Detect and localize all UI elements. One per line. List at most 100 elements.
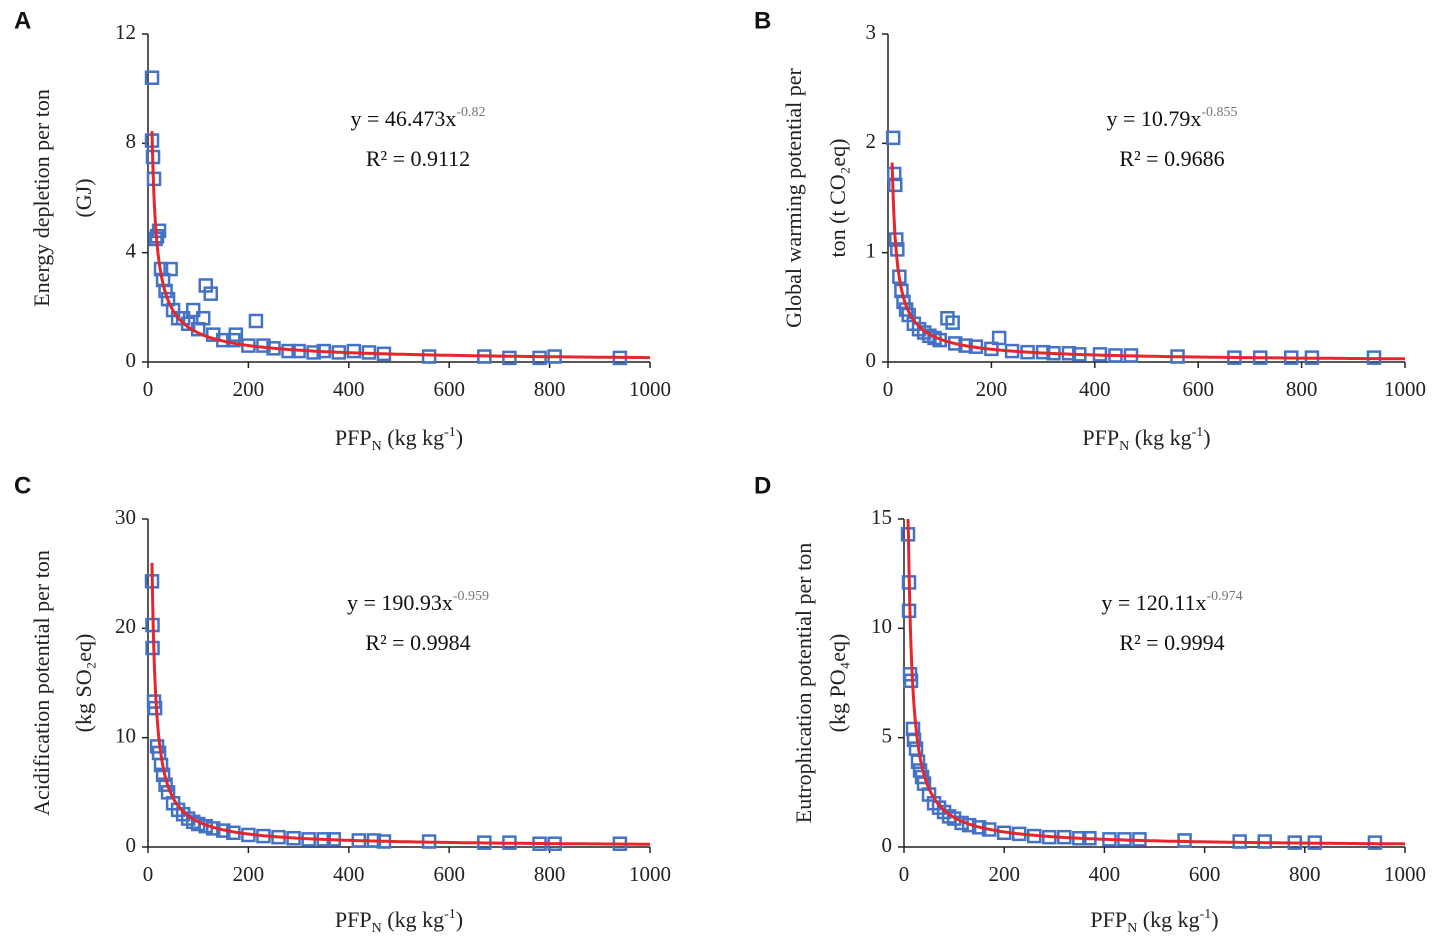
fit-equation: y = 46.473x-0.82 bbox=[350, 105, 485, 131]
y-axis-title-line: (kg SO₂eq) bbox=[71, 634, 96, 733]
fit-equation-prefix: y = 46.473x bbox=[350, 106, 456, 131]
chart-panel-b: B 0 1 2 3 0 200 400 600 800 1000 y = 10.79x-0.855 R²… bbox=[754, 7, 1426, 454]
chart-panel-c: C 0 10 20 30 0 200 400 600 800 1000 y = 190.93x-0.9… bbox=[14, 472, 671, 936]
y-axis-title-line: (GJ) bbox=[71, 178, 96, 217]
x-tick-label: 0 bbox=[899, 862, 910, 886]
y-axis-title-line: Energy depletion per ton bbox=[29, 89, 54, 307]
fit-curve bbox=[150, 131, 650, 360]
x-tick-label: 800 bbox=[534, 377, 566, 401]
x-axis-title-rest: (kg kg bbox=[382, 425, 444, 450]
x-tick-label: 600 bbox=[433, 377, 465, 401]
panel-letter: D bbox=[754, 472, 771, 499]
y-tick-label: 3 bbox=[866, 20, 877, 44]
x-axis-title-sup: -1 bbox=[1192, 425, 1204, 440]
panel-letter: C bbox=[14, 472, 31, 499]
data-point bbox=[144, 70, 160, 85]
x-axis-title-sub: N bbox=[1127, 921, 1137, 936]
y-tick-label: 0 bbox=[866, 348, 877, 372]
x-tick-label: 0 bbox=[143, 862, 154, 886]
data-point bbox=[421, 349, 437, 364]
x-axis-title-end: ) bbox=[456, 425, 463, 450]
x-tick-label: 1000 bbox=[629, 862, 671, 886]
x-tick-label: 400 bbox=[1089, 862, 1121, 886]
y-tick-label: 12 bbox=[115, 20, 136, 44]
y-tick-label: 0 bbox=[126, 348, 137, 372]
x-axis-title: PFPN (kg kg-1) bbox=[335, 425, 463, 454]
y-tick-label: 30 bbox=[115, 505, 136, 529]
x-tick-label: 200 bbox=[988, 862, 1020, 886]
x-axis-title-main: PFP bbox=[1090, 907, 1127, 932]
x-axis-title-sup: -1 bbox=[444, 425, 456, 440]
data-point bbox=[163, 261, 178, 277]
x-tick-label: 600 bbox=[1189, 862, 1221, 886]
y-tick-label: 10 bbox=[871, 614, 892, 638]
fit-equation-exponent: -0.974 bbox=[1206, 589, 1242, 604]
data-point bbox=[203, 286, 218, 301]
y-tick-label: 4 bbox=[126, 238, 137, 262]
r-squared: R² = 0.9112 bbox=[366, 146, 470, 171]
r-squared: R² = 0.9994 bbox=[1119, 630, 1224, 655]
x-tick-label: 600 bbox=[433, 862, 465, 886]
x-axis-title-sub: N bbox=[1119, 439, 1129, 454]
x-axis-title-main: PFP bbox=[1082, 425, 1119, 450]
fit-equation-prefix: y = 10.79x bbox=[1106, 106, 1201, 131]
x-tick-label: 200 bbox=[976, 377, 1008, 401]
x-axis-title-rest: (kg kg bbox=[1137, 907, 1199, 932]
fit-equation-exponent: -0.855 bbox=[1201, 105, 1237, 120]
fit-equation: y = 10.79x-0.855 bbox=[1106, 105, 1237, 131]
fit-equation-exponent: -0.82 bbox=[456, 105, 485, 120]
y-tick-label: 10 bbox=[115, 723, 136, 747]
data-point bbox=[910, 754, 926, 769]
fit-equation: y = 190.93x-0.959 bbox=[347, 589, 489, 615]
y-axis-title-line: Global warming potential per bbox=[781, 68, 806, 328]
y-axis-title-line: Acidification potential per ton bbox=[29, 550, 54, 816]
x-axis-title-rest: (kg kg bbox=[1129, 425, 1191, 450]
x-axis-title-sup: -1 bbox=[1200, 907, 1212, 922]
fit-curve bbox=[150, 562, 650, 846]
fit-equation-prefix: y = 190.93x bbox=[347, 590, 453, 615]
x-tick-label: 1000 bbox=[629, 377, 671, 401]
y-tick-label: 5 bbox=[882, 723, 893, 747]
x-tick-label: 800 bbox=[1289, 862, 1321, 886]
x-axis-title: PFPN (kg kg-1) bbox=[1090, 907, 1218, 936]
y-tick-label: 1 bbox=[866, 238, 877, 262]
fit-curve bbox=[890, 162, 1405, 361]
chart-panel-a: A 0 4 8 12 0 200 400 600 800 1000 y = 46.473x-0.82 R… bbox=[14, 7, 671, 454]
x-axis-title-end: ) bbox=[456, 907, 463, 932]
x-axis-title-main: PFP bbox=[335, 907, 372, 932]
x-axis-title-end: ) bbox=[1203, 425, 1210, 450]
x-axis-title-sub: N bbox=[372, 921, 382, 936]
x-tick-label: 400 bbox=[333, 377, 365, 401]
x-axis-title-end: ) bbox=[1211, 907, 1218, 932]
y-tick-label: 0 bbox=[882, 833, 893, 857]
x-tick-label: 200 bbox=[233, 862, 265, 886]
x-tick-label: 1000 bbox=[1384, 862, 1426, 886]
data-point bbox=[185, 302, 201, 318]
y-tick-label: 0 bbox=[126, 833, 137, 857]
chart-panel-d: D 0 5 10 15 0 200 400 600 800 1000 y = 120.11x-0.97… bbox=[754, 472, 1426, 936]
data-point bbox=[887, 177, 903, 193]
data-point bbox=[248, 313, 264, 329]
y-axis-title-line: (kg PO₄eq) bbox=[825, 634, 850, 733]
x-tick-label: 0 bbox=[883, 377, 894, 401]
x-tick-label: 0 bbox=[143, 377, 154, 401]
x-axis-title-rest: (kg kg bbox=[382, 907, 444, 932]
r-squared: R² = 0.9984 bbox=[365, 630, 470, 655]
data-point bbox=[228, 327, 244, 342]
fit-equation-exponent: -0.959 bbox=[453, 589, 489, 604]
data-point bbox=[885, 130, 901, 146]
fit-curve bbox=[906, 518, 1406, 846]
data-point bbox=[946, 811, 962, 826]
y-tick-label: 2 bbox=[866, 129, 877, 153]
x-tick-label: 200 bbox=[233, 377, 265, 401]
x-axis-title-sup: -1 bbox=[444, 907, 456, 922]
data-point bbox=[195, 311, 211, 326]
y-tick-label: 20 bbox=[115, 614, 136, 638]
panel-letter: A bbox=[14, 7, 31, 34]
data-point bbox=[502, 350, 517, 366]
x-tick-label: 800 bbox=[534, 862, 566, 886]
x-tick-label: 400 bbox=[1079, 377, 1111, 401]
data-point bbox=[906, 732, 922, 748]
x-tick-label: 600 bbox=[1182, 377, 1214, 401]
